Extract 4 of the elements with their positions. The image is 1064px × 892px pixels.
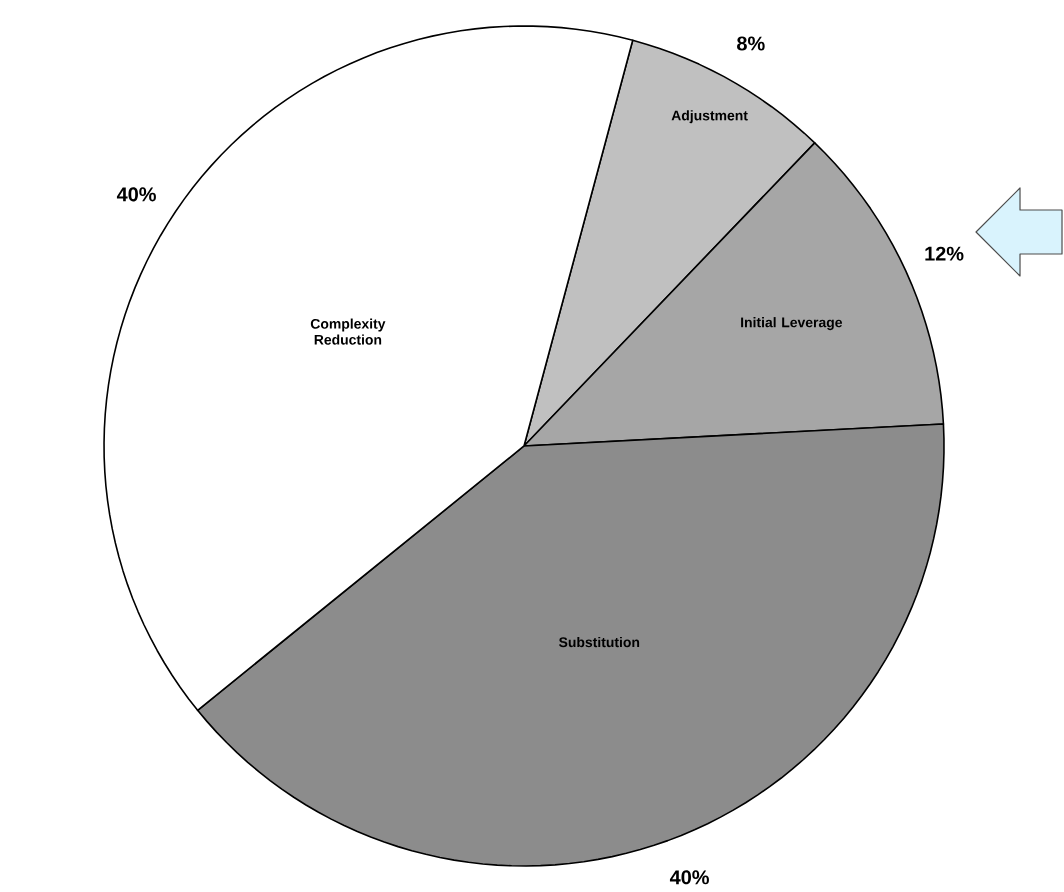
- data-label: 40%: [116, 187, 156, 202]
- data-label: 12%: [925, 247, 964, 262]
- data-label: 40%: [669, 870, 709, 885]
- data-label: 8%: [737, 36, 765, 52]
